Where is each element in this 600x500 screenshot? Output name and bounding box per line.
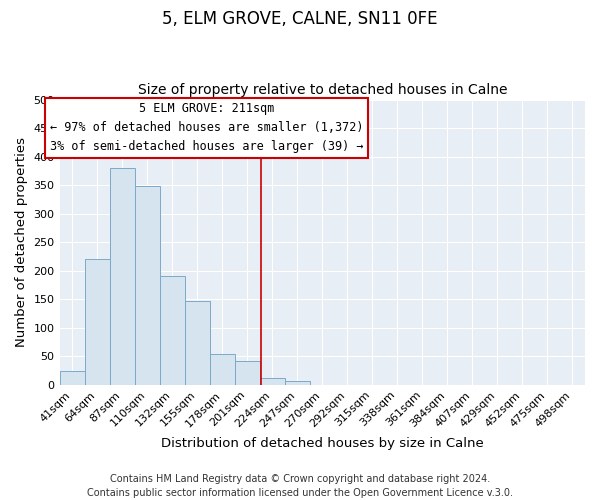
Bar: [209, 354, 235, 385]
Bar: [134, 186, 160, 385]
Text: 5, ELM GROVE, CALNE, SN11 0FE: 5, ELM GROVE, CALNE, SN11 0FE: [162, 10, 438, 28]
Bar: [160, 276, 185, 385]
Bar: [260, 378, 285, 385]
Bar: [285, 382, 310, 385]
Bar: [110, 168, 134, 385]
Title: Size of property relative to detached houses in Calne: Size of property relative to detached ho…: [137, 83, 507, 97]
Y-axis label: Number of detached properties: Number of detached properties: [15, 137, 28, 347]
Text: 5 ELM GROVE: 211sqm
← 97% of detached houses are smaller (1,372)
3% of semi-deta: 5 ELM GROVE: 211sqm ← 97% of detached ho…: [50, 102, 364, 154]
Bar: [85, 260, 110, 385]
X-axis label: Distribution of detached houses by size in Calne: Distribution of detached houses by size …: [161, 437, 484, 450]
Text: Contains HM Land Registry data © Crown copyright and database right 2024.
Contai: Contains HM Land Registry data © Crown c…: [87, 474, 513, 498]
Bar: [185, 301, 209, 385]
Bar: [59, 370, 85, 385]
Bar: [235, 362, 260, 385]
